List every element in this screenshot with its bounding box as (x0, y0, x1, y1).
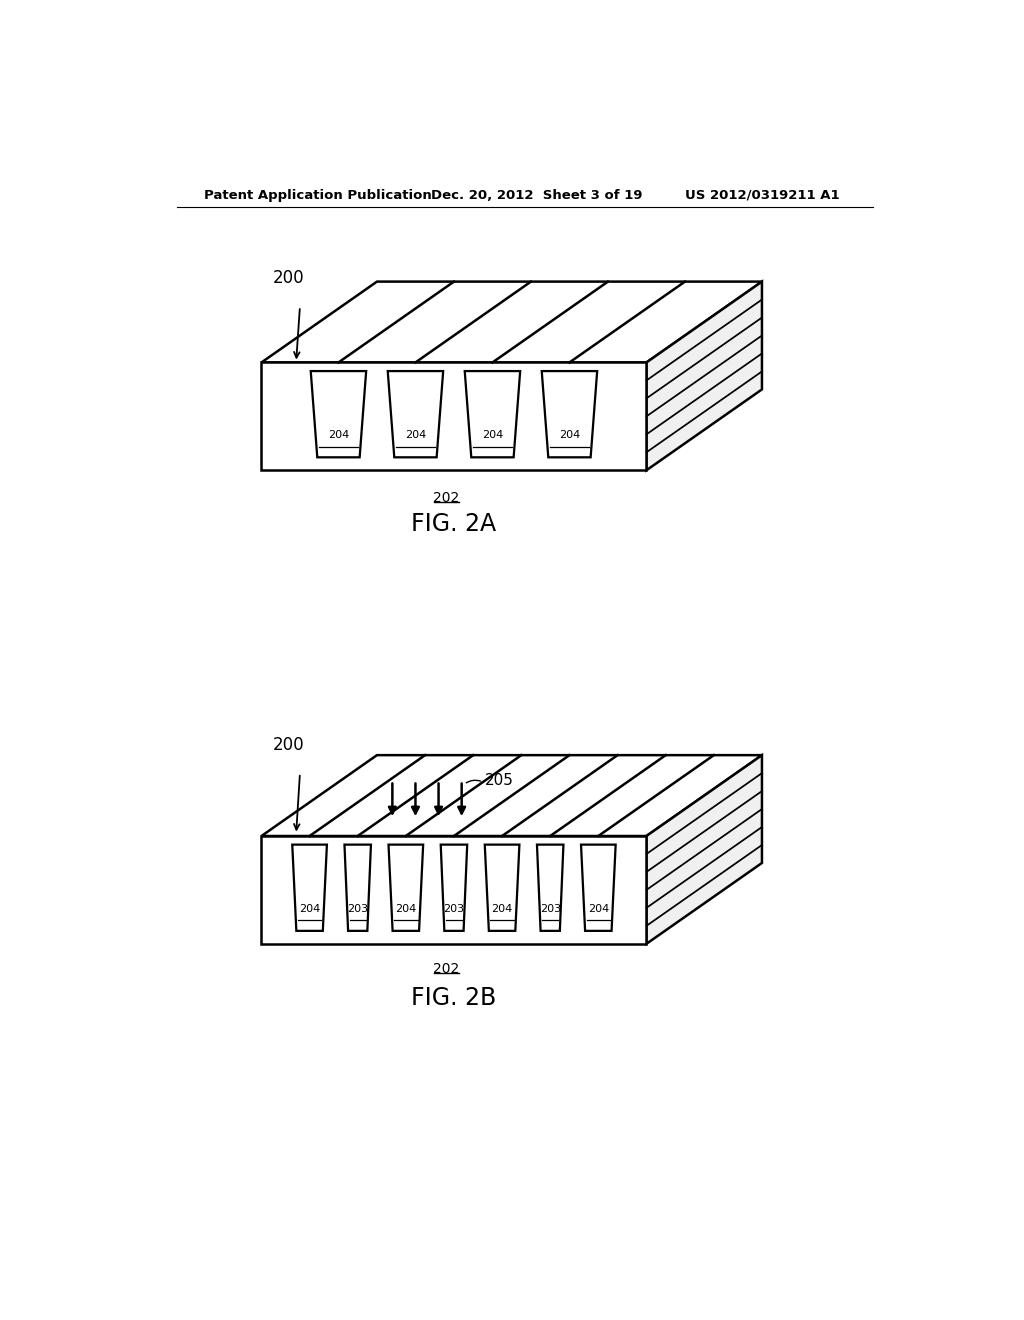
Text: 204: 204 (559, 430, 580, 441)
Text: Dec. 20, 2012  Sheet 3 of 19: Dec. 20, 2012 Sheet 3 of 19 (431, 189, 642, 202)
Polygon shape (542, 371, 597, 457)
Polygon shape (581, 845, 615, 931)
Text: 204: 204 (482, 430, 503, 441)
Polygon shape (484, 845, 519, 931)
Text: 203: 203 (443, 904, 465, 913)
Polygon shape (261, 836, 646, 944)
Polygon shape (388, 845, 423, 931)
Polygon shape (440, 845, 467, 931)
Text: US 2012/0319211 A1: US 2012/0319211 A1 (685, 189, 840, 202)
Text: 204: 204 (588, 904, 609, 913)
Text: 202: 202 (433, 491, 460, 506)
Polygon shape (388, 371, 443, 457)
Text: 200: 200 (273, 737, 304, 754)
Text: 204: 204 (492, 904, 513, 913)
Text: 203: 203 (540, 904, 561, 913)
Polygon shape (292, 845, 327, 931)
Text: FIG. 2B: FIG. 2B (412, 986, 497, 1010)
Text: 204: 204 (299, 904, 321, 913)
Polygon shape (537, 845, 563, 931)
Polygon shape (465, 371, 520, 457)
Text: 205: 205 (484, 774, 514, 788)
Text: 204: 204 (404, 430, 426, 441)
Text: 202: 202 (433, 962, 460, 977)
Polygon shape (261, 755, 762, 836)
Text: Patent Application Publication: Patent Application Publication (204, 189, 431, 202)
Text: 203: 203 (347, 904, 369, 913)
Text: 204: 204 (395, 904, 417, 913)
Polygon shape (261, 281, 762, 363)
Polygon shape (646, 281, 762, 470)
Polygon shape (261, 363, 646, 470)
Polygon shape (344, 845, 371, 931)
Text: 200: 200 (273, 269, 304, 286)
Polygon shape (310, 371, 367, 457)
Polygon shape (646, 755, 762, 944)
Text: 204: 204 (328, 430, 349, 441)
Text: FIG. 2A: FIG. 2A (412, 512, 497, 536)
